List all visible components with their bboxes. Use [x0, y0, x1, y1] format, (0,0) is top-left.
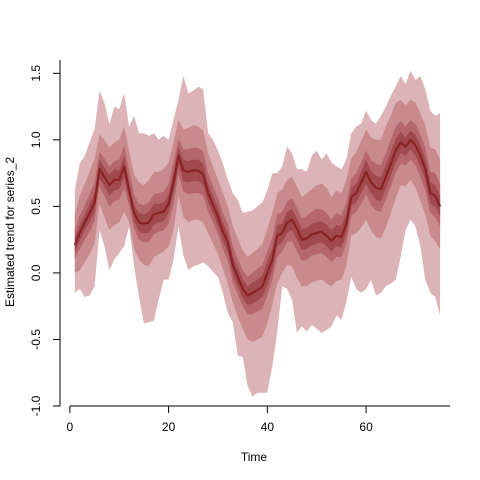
- median-trend-line: [73, 138, 442, 297]
- y-tick-label: 1.5: [29, 65, 43, 82]
- y-tick-label: 0.0: [29, 264, 43, 281]
- x-tick-label: 40: [261, 420, 275, 434]
- x-axis-label: Time: [241, 450, 268, 464]
- y-axis-label: Estimated trend for series_2: [3, 157, 17, 307]
- inner-credible-band: [74, 130, 441, 305]
- outer-credible-band: [74, 70, 441, 397]
- y-tick-label: 0.5: [29, 198, 43, 215]
- x-tick-label: 20: [162, 420, 176, 434]
- median-layer: [73, 138, 442, 297]
- axes: 0 20 40 60 -1.0 -0.5 0.0 0.5 1.0 1.5: [29, 60, 450, 434]
- y-tick-label: -1.0: [29, 395, 43, 416]
- x-tick-label: 0: [67, 420, 74, 434]
- y-tick-label: 1.0: [29, 131, 43, 148]
- credible-bands: [74, 70, 441, 397]
- y-tick-label: -0.5: [29, 329, 43, 350]
- x-tick-label: 60: [359, 420, 373, 434]
